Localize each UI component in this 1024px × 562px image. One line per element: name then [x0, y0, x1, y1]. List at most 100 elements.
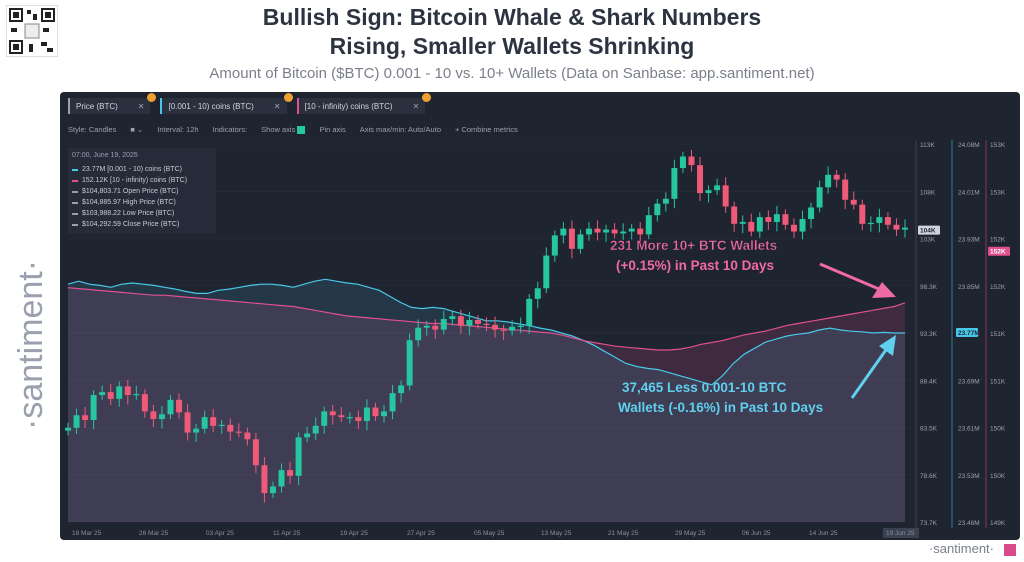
price-candle — [842, 173, 849, 210]
price-candle — [722, 177, 729, 213]
candle-body — [423, 325, 430, 328]
price-candle — [372, 402, 379, 422]
legend-text: $104,803.71 Open Price (BTC) — [82, 188, 179, 195]
tab-price[interactable]: Price (BTC) ✕ — [68, 93, 157, 114]
candle-body — [312, 425, 319, 434]
price-candle — [509, 320, 516, 336]
style-select[interactable]: Style: Candles — [68, 125, 117, 134]
axis-tick-label: 23.93M — [958, 237, 980, 244]
axis-tick-label: 152K — [990, 284, 1006, 291]
price-candle — [252, 432, 259, 474]
price-candle — [526, 294, 533, 334]
price-candle — [201, 410, 208, 434]
show-axis-toggle[interactable]: Show axis — [261, 125, 306, 135]
price-candle — [133, 385, 140, 400]
price-candle — [227, 418, 234, 442]
candle-body — [902, 227, 908, 230]
price-candle — [90, 390, 97, 430]
candle-body — [329, 411, 336, 416]
candle-body — [440, 319, 447, 330]
axis-tick-label: 88.4K — [920, 378, 938, 385]
candle-body — [748, 221, 755, 232]
close-icon[interactable]: ✕ — [137, 101, 145, 111]
x-tick-label: 03 Apr 25 — [206, 530, 234, 537]
axis-tick-label: 113K — [920, 142, 935, 149]
price-candle — [338, 406, 345, 422]
bitcoin-badge-icon — [147, 93, 157, 102]
price-candle — [82, 406, 89, 428]
candle-body — [415, 327, 422, 341]
tab-small-wallets[interactable]: [0.001 - 10) coins (BTC) ✕ — [160, 93, 293, 114]
price-candle — [406, 333, 413, 391]
candle-body — [90, 395, 97, 421]
candle-body — [594, 228, 601, 233]
price-candle — [893, 218, 900, 236]
price-candle — [184, 404, 191, 441]
price-candle — [568, 220, 575, 259]
axis-tick-label: 151K — [990, 331, 1006, 338]
candle-body — [287, 470, 294, 476]
checkbox-checked-icon — [297, 126, 306, 135]
price-candle — [594, 220, 601, 241]
price-candle — [560, 222, 567, 244]
price-candle — [167, 395, 174, 420]
candle-body — [586, 228, 592, 235]
price-candle — [671, 159, 678, 209]
price-candle — [218, 420, 225, 434]
candle-body — [210, 417, 217, 426]
color-swatch-icon[interactable]: ■ ⌄ — [130, 125, 144, 134]
candle-body — [355, 417, 362, 422]
tab-large-wallets[interactable]: [10 - infinity) coins (BTC) ✕ — [296, 93, 432, 114]
price-candle — [107, 383, 114, 406]
candle-body — [295, 437, 302, 476]
candle-body — [107, 392, 114, 399]
indicators-select[interactable]: Indicators: — [212, 125, 248, 134]
tab-price-label: Price (BTC) — [76, 101, 118, 111]
combine-metrics-button[interactable]: + Combine metrics — [455, 125, 518, 134]
axis-tick-label: 24.01M — [958, 189, 980, 196]
chart-title-line-2: Rising, Smaller Wallets Shrinking — [329, 33, 695, 59]
candle-body — [82, 415, 89, 421]
candle-body — [782, 214, 789, 225]
candle-body — [244, 432, 251, 440]
candle-body — [449, 316, 456, 320]
price-candle — [884, 212, 891, 230]
chart-toolbar: Style: Candles ■ ⌄ Interval: 12h Indicat… — [68, 125, 518, 135]
candle-body — [167, 399, 174, 415]
price-candle — [278, 463, 285, 493]
close-icon[interactable]: ✕ — [412, 101, 420, 111]
candle-body — [227, 424, 234, 432]
large-annotation-arrowhead — [872, 282, 896, 298]
brand-square-icon — [1004, 544, 1016, 556]
candle-body — [799, 219, 806, 232]
price-candle — [808, 202, 815, 229]
price-candle — [312, 417, 319, 440]
large-annotation-line-2: (+0.15%) in Past 10 Days — [616, 258, 774, 273]
current-value-label: 23.77M — [958, 330, 980, 337]
small-annotation-arrow — [850, 346, 890, 399]
legend-text: $104,885.97 High Price (BTC) — [82, 199, 176, 206]
pin-axis-toggle[interactable]: Pin axis — [319, 125, 346, 134]
candle-body — [876, 217, 883, 223]
close-icon[interactable]: ✕ — [273, 101, 281, 111]
price-candle — [534, 281, 541, 309]
axis-tick-label: 93.3K — [920, 331, 938, 338]
legend-swatch — [72, 223, 78, 226]
small-wallets-annotation: 37,465 Less 0.001-10 BTC Wallets (-0.16%… — [618, 335, 896, 415]
small-annotation-line-2: Wallets (-0.16%) in Past 10 Days — [618, 400, 823, 415]
legend-text: $104,292.59 Close Price (BTC) — [82, 221, 180, 228]
axis-tick-label: 98.3K — [920, 284, 938, 291]
legend-timestamp: 07:00, June 19, 2025 — [72, 152, 138, 159]
price-candle — [210, 408, 217, 433]
price-candle — [816, 180, 823, 213]
price-candle — [269, 481, 276, 498]
candle-body — [150, 411, 157, 420]
candle-body — [893, 224, 900, 230]
candle-body — [269, 486, 276, 494]
axis-tick-label: 23.53M — [958, 473, 980, 480]
candle-body — [765, 217, 772, 222]
interval-select[interactable]: Interval: 12h — [157, 125, 199, 134]
axis-minmax-select[interactable]: Axis max/min: Auto/Auto — [359, 125, 441, 134]
candle-body — [432, 325, 439, 330]
candle-body — [483, 323, 490, 326]
